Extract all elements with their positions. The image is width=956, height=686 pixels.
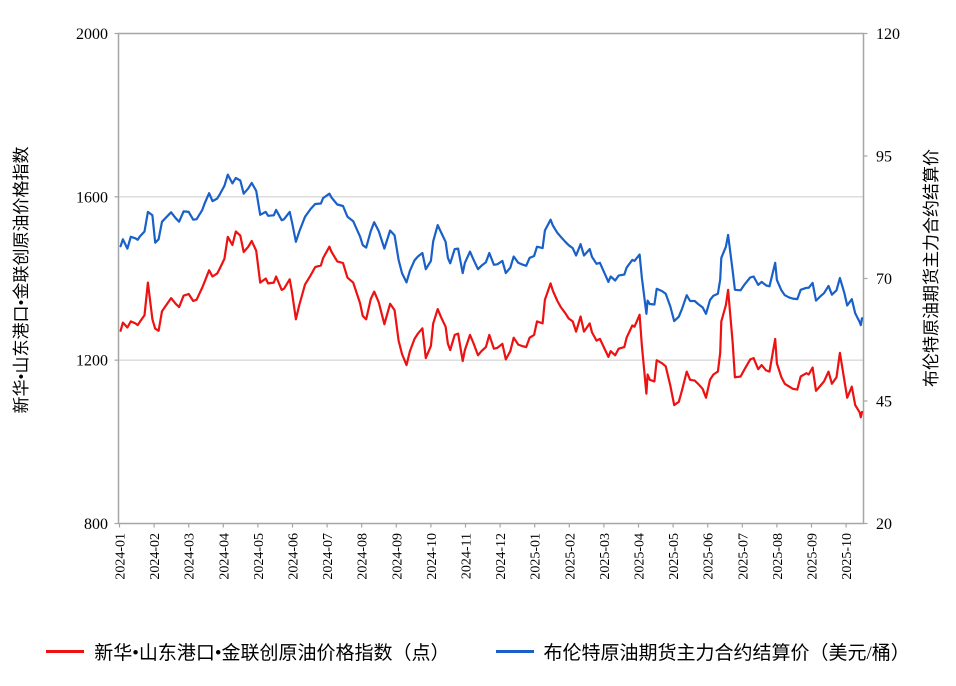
x-tick-label: 2024-10 xyxy=(425,533,440,580)
right-tick-label: 70 xyxy=(876,271,892,288)
right-tick-label: 120 xyxy=(876,26,900,43)
left-axis-title: 新华•山东港口•金联创原油价格指数 xyxy=(12,147,31,414)
legend-label-brent: 布伦特原油期货主力合约结算价（美元/桶） xyxy=(543,643,910,664)
x-tick-label: 2024-12 xyxy=(494,533,509,580)
right-axis-tick-labels: 120 95 70 45 20 xyxy=(876,26,900,533)
x-tick-label: 2024-08 xyxy=(356,533,371,580)
right-axis-title: 布伦特原油期货主力合约结算价 xyxy=(922,149,941,387)
x-tick-label: 2025-08 xyxy=(771,533,786,580)
x-tick-label: 2024-03 xyxy=(183,533,198,580)
legend-item-index: 新华•山东港口•金联创原油价格指数（点） xyxy=(46,638,450,665)
x-tick-label: 2025-07 xyxy=(736,533,751,580)
x-tick-label: 2025-06 xyxy=(702,533,717,580)
x-tick-label: 2025-05 xyxy=(667,533,682,580)
left-tick-label: 1600 xyxy=(76,189,108,206)
x-tick-label: 2025-03 xyxy=(598,533,613,580)
legend-item-brent: 布伦特原油期货主力合约结算价（美元/桶） xyxy=(495,638,910,665)
legend-line-blue-icon xyxy=(495,650,534,653)
x-tick-label: 2024-07 xyxy=(321,533,336,580)
x-tick-label: 2025-10 xyxy=(840,533,855,580)
x-tick-label: 2024-04 xyxy=(217,533,232,580)
right-tick-label: 45 xyxy=(876,394,892,411)
series-line-left xyxy=(119,230,864,419)
x-tick-label: 2024-06 xyxy=(287,533,302,580)
left-tick-label: 800 xyxy=(84,516,108,533)
legend-line-red-icon xyxy=(46,650,85,653)
x-tick-label: 2025-09 xyxy=(806,533,821,580)
series-lines xyxy=(119,173,864,419)
x-tick-label: 2025-01 xyxy=(529,533,544,580)
x-tick-label: 2024-05 xyxy=(252,533,267,580)
x-axis-tick-labels: 2024-01 2024-02 2024-03 2024-04 2024-05 2024-… xyxy=(114,533,856,580)
series-line-right xyxy=(119,173,864,327)
left-tick-label: 2000 xyxy=(76,26,108,43)
left-axis-tick-labels: 2000 1600 1200 800 xyxy=(76,26,108,533)
x-tick-label: 2025-02 xyxy=(563,533,578,580)
x-tick-label: 2024-11 xyxy=(460,533,475,579)
x-tick-label: 2024-01 xyxy=(114,533,129,580)
right-tick-label: 20 xyxy=(876,516,892,533)
axes-and-ticks xyxy=(114,32,868,528)
left-tick-label: 1200 xyxy=(76,353,108,370)
x-tick-label: 2024-09 xyxy=(390,533,405,580)
x-tick-label: 2024-02 xyxy=(148,533,163,580)
right-tick-label: 95 xyxy=(876,149,892,166)
legend-label-index: 新华•山东港口•金联创原油价格指数（点） xyxy=(94,643,450,664)
x-tick-label: 2025-04 xyxy=(633,533,648,580)
gridlines xyxy=(118,196,864,361)
legend: 新华•山东港口•金联创原油价格指数（点） 布伦特原油期货主力合约结算价（美元/桶… xyxy=(0,638,956,665)
